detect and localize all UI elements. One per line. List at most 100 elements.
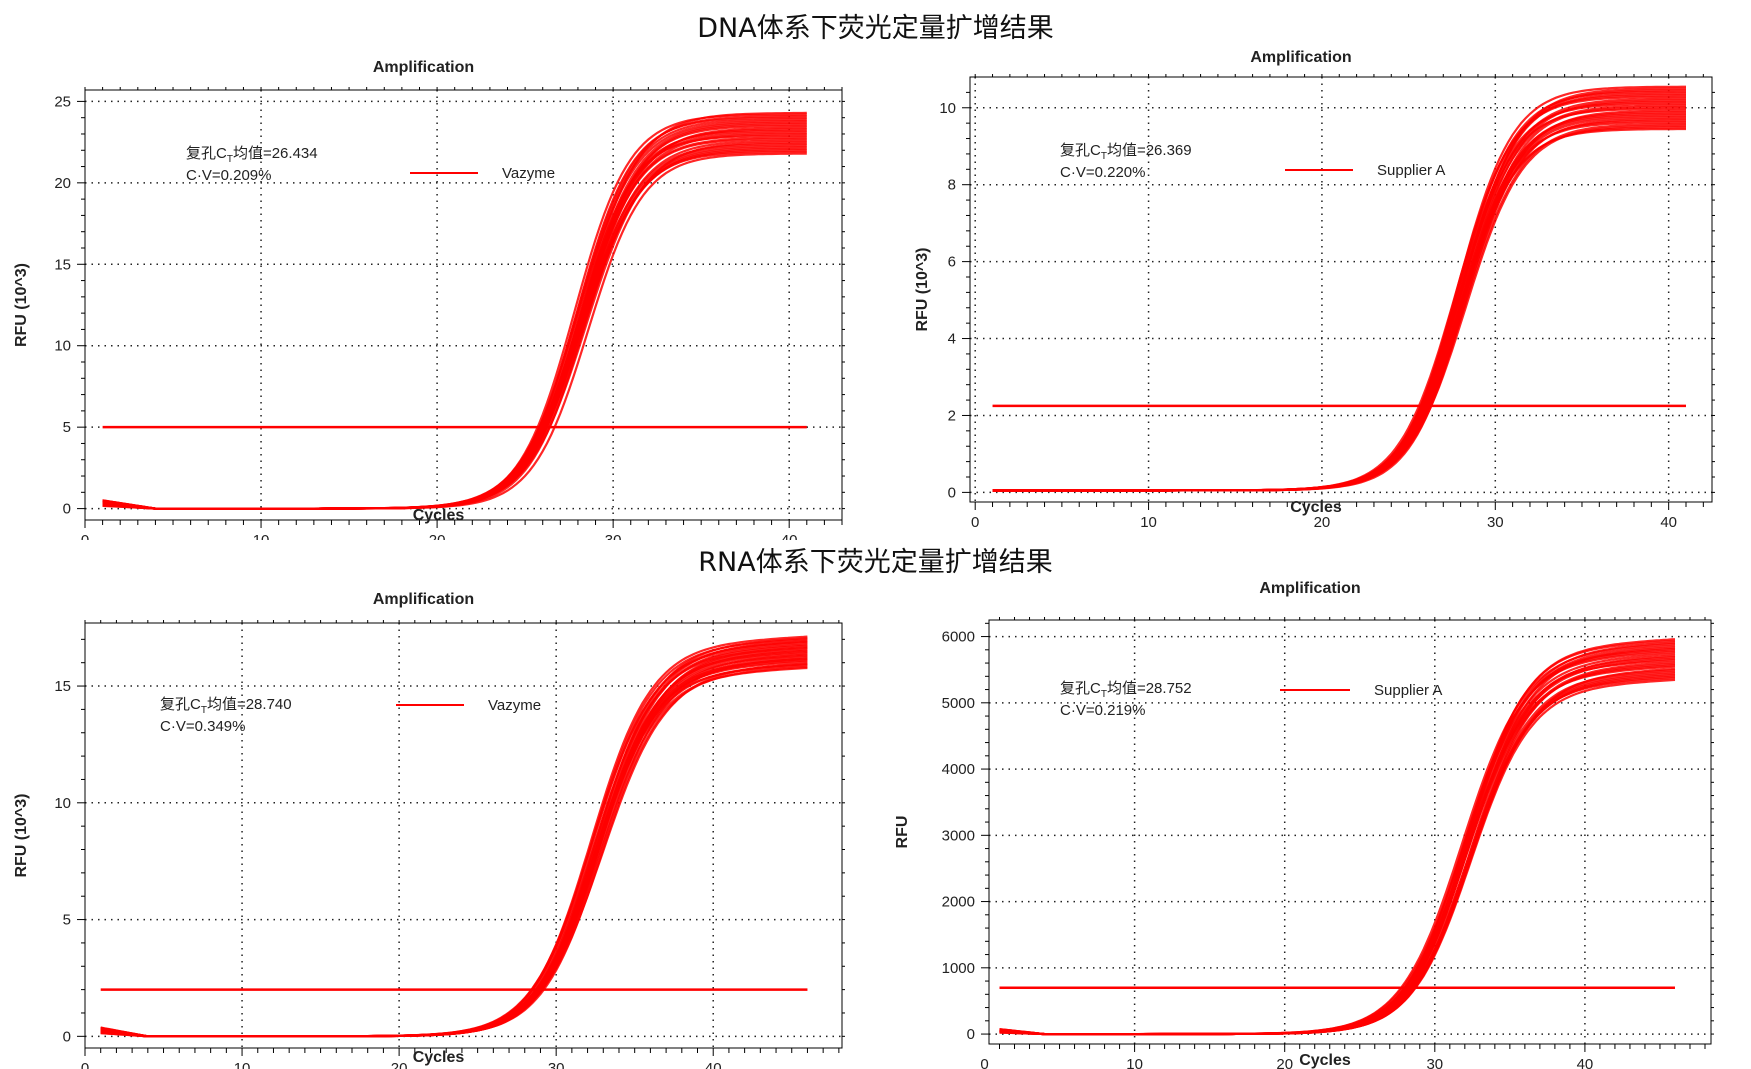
cv-annotation: C·V=0.220% xyxy=(1060,164,1145,181)
y-axis-label: RFU (10^3) xyxy=(13,793,30,877)
x-tick-label: 30 xyxy=(1426,1056,1443,1069)
amplification-curve xyxy=(102,139,807,510)
plot-frame xyxy=(84,622,843,1049)
amplification-curve xyxy=(102,134,807,510)
amplification-curves xyxy=(999,638,1676,1036)
y-tick-label: 0 xyxy=(967,1026,975,1043)
x-tick-label: 20 xyxy=(1314,514,1331,531)
plot-frame xyxy=(969,76,1713,503)
amplification-curve xyxy=(102,136,807,510)
amplification-curve xyxy=(102,131,807,510)
y-tick-label: 6000 xyxy=(942,629,975,646)
amplification-curve xyxy=(102,152,807,510)
x-axis-label: Cycles xyxy=(413,507,465,524)
amplification-curves xyxy=(102,111,807,510)
dna-vazyme-chart: Amplification 0 10 20 30 40 0 5 10 15 20 25 Cycles RF… xyxy=(13,59,845,540)
x-axis-label: Cycles xyxy=(1299,1052,1351,1069)
amplification-curve xyxy=(102,141,807,510)
amplification-curve xyxy=(999,669,1676,1036)
amplification-curve xyxy=(102,142,807,510)
legend-label: Supplier A xyxy=(1377,162,1445,179)
amplification-curve xyxy=(102,146,807,510)
y-tick-label: 8 xyxy=(948,177,956,194)
amplification-curve xyxy=(102,137,807,510)
amplification-curve xyxy=(102,126,807,510)
amplification-curve xyxy=(992,85,1686,492)
amplification-curve xyxy=(102,128,807,510)
amplification-curve xyxy=(999,677,1676,1036)
amplification-curve xyxy=(102,129,807,510)
x-tick-label: 20 xyxy=(1276,1056,1293,1069)
x-tick-label: 20 xyxy=(429,532,446,540)
x-axis-label: Cycles xyxy=(413,1049,465,1066)
rna-section-title: RNA体系下荧光定量扩增结果 xyxy=(698,547,1053,578)
rna-vazyme-chart: Amplification 0 10 20 30 40 0 5 10 15 Cycles RFU (1… xyxy=(13,591,845,1069)
y-tick-label: 5 xyxy=(63,912,71,929)
amplification-curve xyxy=(102,111,807,510)
amplification-curve xyxy=(102,149,807,510)
y-tick-label: 15 xyxy=(54,256,71,273)
y-axis-label: RFU (10^3) xyxy=(914,247,931,331)
legend-label: Supplier A xyxy=(1374,682,1442,699)
ct-mean-annotation: 复孔CT均值=26.369 xyxy=(1060,141,1192,162)
cv-annotation: C·V=0.219% xyxy=(1060,702,1145,719)
x-tick-label: 20 xyxy=(391,1060,408,1069)
x-tick-label: 40 xyxy=(705,1060,722,1069)
amplification-curves xyxy=(100,635,808,1038)
x-tick-label: 30 xyxy=(548,1060,565,1069)
amplification-curve xyxy=(999,667,1676,1036)
legend-label: Vazyme xyxy=(488,697,541,714)
x-tick-label: 10 xyxy=(1126,1056,1143,1069)
legend-label: Vazyme xyxy=(502,165,555,182)
amplification-curve xyxy=(999,664,1676,1036)
chart-title: Amplification xyxy=(373,591,474,608)
y-tick-label: 2000 xyxy=(942,894,975,911)
y-tick-label: 4 xyxy=(948,331,956,348)
y-tick-label: 25 xyxy=(54,93,71,110)
y-tick-label: 10 xyxy=(939,100,956,117)
amplification-curve xyxy=(999,675,1676,1036)
y-tick-label: 5000 xyxy=(942,695,975,712)
x-axis-label: Cycles xyxy=(1290,499,1342,516)
x-tick-label: 40 xyxy=(1577,1056,1594,1069)
amplification-curve xyxy=(100,659,808,1038)
amplification-curve xyxy=(999,678,1676,1036)
x-tick-label: 40 xyxy=(1660,514,1677,531)
y-tick-label: 3000 xyxy=(942,827,975,844)
amplification-curve xyxy=(999,670,1676,1036)
chart-title: Amplification xyxy=(373,59,474,76)
y-tick-label: 0 xyxy=(948,484,956,501)
ct-mean-annotation: 复孔CT均值=26.434 xyxy=(186,144,318,165)
y-tick-label: 6 xyxy=(948,254,956,271)
cv-annotation: C·V=0.349% xyxy=(160,718,245,735)
y-tick-label: 5 xyxy=(63,419,71,436)
amplification-curve xyxy=(992,126,1686,492)
y-axis-label: RFU xyxy=(894,816,911,849)
dna-supplier-chart: Amplification 0 10 20 30 40 0 2 4 6 8 10 Cycles RFU (… xyxy=(914,49,1715,531)
y-tick-label: 0 xyxy=(63,501,71,518)
y-tick-label: 1000 xyxy=(942,960,975,977)
x-tick-label: 10 xyxy=(1140,514,1157,531)
x-tick-label: 40 xyxy=(781,532,798,540)
dna-section-title: DNA体系下荧光定量扩增结果 xyxy=(697,13,1054,44)
y-tick-label: 4000 xyxy=(942,761,975,778)
y-axis-label: RFU (10^3) xyxy=(13,263,30,347)
rna-supplier-chart: Amplification 0 10 20 30 40 0 1000 2000 3000 4000 5… xyxy=(894,580,1714,1069)
amplification-curve xyxy=(100,635,808,1038)
amplification-curve xyxy=(102,147,807,510)
amplification-curve xyxy=(999,665,1676,1036)
y-tick-label: 20 xyxy=(54,175,71,192)
x-tick-label: 0 xyxy=(81,532,89,540)
chart-title: Amplification xyxy=(1250,49,1351,66)
x-tick-label: 10 xyxy=(234,1060,251,1069)
amplification-curves xyxy=(992,85,1687,492)
amplification-curve xyxy=(992,100,1686,492)
x-tick-label: 10 xyxy=(253,532,270,540)
amplification-curve xyxy=(992,127,1686,492)
ct-mean-annotation: 复孔CT均值=28.740 xyxy=(160,695,292,716)
x-tick-label: 30 xyxy=(1487,514,1504,531)
amplification-curve xyxy=(999,662,1676,1036)
y-tick-label: 10 xyxy=(54,795,71,812)
amplification-curve xyxy=(102,150,807,510)
y-tick-label: 2 xyxy=(948,407,956,424)
